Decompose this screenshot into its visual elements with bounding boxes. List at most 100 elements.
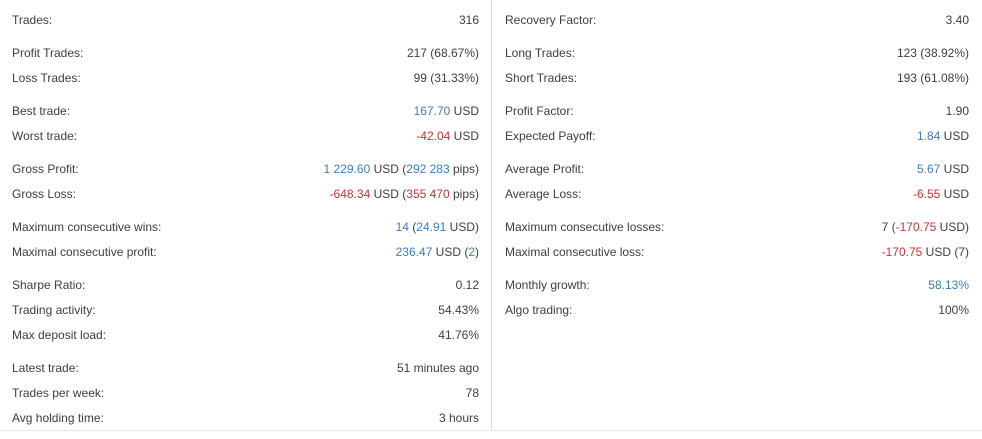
stat-value: 58.13% xyxy=(928,273,969,298)
stats-column-right: Recovery Factor: 3.40 Long Trades: 123 (38.… xyxy=(491,0,982,430)
stat-value-segment: 5.67 xyxy=(916,162,941,176)
stat-value-segment: USD) xyxy=(446,220,479,234)
stat-row: Sharpe Ratio: 0.12 xyxy=(12,273,479,298)
stat-value-segment: 0.12 xyxy=(455,278,479,292)
stat-label: Worst trade: xyxy=(12,129,78,143)
stat-group: Monthly growth: 58.13% Algo trading: 100% xyxy=(505,273,969,323)
stat-label: Maximal consecutive loss: xyxy=(505,245,645,259)
stat-label: Loss Trades: xyxy=(12,71,81,85)
stat-value-segment: USD xyxy=(940,162,969,176)
stat-value-segment: USD ( xyxy=(370,187,407,201)
stat-row: Maximal consecutive loss: -170.75 USD (7) xyxy=(505,240,969,265)
stat-value: 167.70 USD xyxy=(414,99,479,124)
stat-value: 1.84 USD xyxy=(917,124,969,149)
stat-row: Profit Factor: 1.90 xyxy=(505,99,969,124)
stat-value: 54.43% xyxy=(438,298,479,323)
stat-value: 316 xyxy=(459,8,479,33)
stat-row: Maximum consecutive losses: 7 (-170.75 US… xyxy=(505,215,969,240)
stat-group: Profit Factor: 1.90 Expected Payoff: 1.84 U… xyxy=(505,99,969,149)
stat-label: Maximum consecutive losses: xyxy=(505,220,665,234)
stat-value-segment: -648.34 xyxy=(329,187,371,201)
stat-value-segment: 41.76% xyxy=(438,328,479,342)
stat-value: -6.55 USD xyxy=(913,182,969,207)
stat-label: Avg holding time: xyxy=(12,411,104,425)
stat-value-segment: 51 minutes ago xyxy=(396,361,479,375)
stat-value: 3.40 xyxy=(946,8,969,33)
stat-value: 1 229.60 USD (292 283 pips) xyxy=(324,157,479,182)
stat-row: Maximal consecutive profit: 236.47 USD (2… xyxy=(12,240,479,265)
stat-value-segment: 123 (38.92%) xyxy=(896,46,969,60)
stat-row: Expected Payoff: 1.84 USD xyxy=(505,124,969,149)
stat-label: Max deposit load: xyxy=(12,328,107,342)
stat-label: Gross Loss: xyxy=(12,187,77,201)
stat-label: Average Loss: xyxy=(505,187,582,201)
stat-value: 14 (24.91 USD) xyxy=(396,215,479,240)
stat-value-segment: -170.75 xyxy=(895,220,937,234)
stat-value-segment: 193 (61.08%) xyxy=(896,71,969,85)
stat-label: Gross Profit: xyxy=(12,162,79,176)
stat-value: 236.47 USD (2) xyxy=(396,240,479,265)
stat-label: Profit Factor: xyxy=(505,104,574,118)
stat-value: 100% xyxy=(938,298,969,323)
stat-label: Maximal consecutive profit: xyxy=(12,245,157,259)
stat-value-segment: 54.43% xyxy=(438,303,479,317)
stat-value: 99 (31.33%) xyxy=(414,66,479,91)
stat-label: Best trade: xyxy=(12,104,71,118)
stat-label: Trading activity: xyxy=(12,303,96,317)
stat-group: Recovery Factor: 3.40 xyxy=(505,8,969,33)
stat-label: Maximum consecutive wins: xyxy=(12,220,162,234)
stat-value-segment: 3 hours xyxy=(438,411,479,425)
stat-value: -42.04 USD xyxy=(416,124,479,149)
stat-value-segment: pips) xyxy=(449,162,479,176)
stat-row: Worst trade: -42.04 USD xyxy=(12,124,479,149)
stat-group: Average Profit: 5.67 USD Average Loss: -6.5… xyxy=(505,157,969,207)
stat-row: Loss Trades: 99 (31.33%) xyxy=(12,66,479,91)
stat-row: Gross Profit: 1 229.60 USD (292 283 pips) xyxy=(12,157,479,182)
stat-value-segment: 1.84 xyxy=(916,129,941,143)
stat-value: 7 (-170.75 USD) xyxy=(882,215,969,240)
stat-label: Short Trades: xyxy=(505,71,578,85)
stat-row: Long Trades: 123 (38.92%) xyxy=(505,41,969,66)
stat-row: Maximum consecutive wins: 14 (24.91 USD) xyxy=(12,215,479,240)
stat-label: Expected Payoff: xyxy=(505,129,596,143)
stat-group: Maximum consecutive losses: 7 (-170.75 US… xyxy=(505,215,969,265)
stat-value: 1.90 xyxy=(946,99,969,124)
stat-value: 41.76% xyxy=(438,323,479,348)
stat-row: Trades per week: 78 xyxy=(12,381,479,406)
stat-row: Gross Loss: -648.34 USD (355 470 pips) xyxy=(12,182,479,207)
stat-value-segment: USD ( xyxy=(432,245,469,259)
stat-value-segment: 236.47 xyxy=(395,245,433,259)
stat-value-segment: -6.55 xyxy=(912,187,941,201)
stat-label: Trades: xyxy=(12,13,53,27)
stat-row: Best trade: 167.70 USD xyxy=(12,99,479,124)
stat-value-segment: USD) xyxy=(936,220,969,234)
stat-label: Sharpe Ratio: xyxy=(12,278,86,292)
stat-value-segment: USD (7) xyxy=(922,245,969,259)
stat-value-segment: USD xyxy=(450,129,479,143)
stat-value-segment: 217 (68.67%) xyxy=(406,46,479,60)
stat-row: Algo trading: 100% xyxy=(505,298,969,323)
stat-value: -170.75 USD (7) xyxy=(882,240,969,265)
stat-group: Profit Trades: 217 (68.67%) Loss Trades: 99… xyxy=(12,41,479,91)
stat-group: Best trade: 167.70 USD Worst trade: -42.04 … xyxy=(12,99,479,149)
stat-value-segment: USD xyxy=(450,104,479,118)
stat-value-segment: pips) xyxy=(449,187,479,201)
stat-row: Trades: 316 xyxy=(12,8,479,33)
stat-row: Avg holding time: 3 hours xyxy=(12,406,479,431)
stat-row: Trading activity: 54.43% xyxy=(12,298,479,323)
stat-value: 193 (61.08%) xyxy=(897,66,969,91)
stat-value-segment: 100% xyxy=(938,303,969,317)
stat-value-segment: -42.04 xyxy=(416,129,451,143)
stat-value-segment: ( xyxy=(408,220,417,234)
stat-value-segment: USD xyxy=(940,187,969,201)
stat-group: Gross Profit: 1 229.60 USD (292 283 pips)… xyxy=(12,157,479,207)
stat-value: 3 hours xyxy=(439,406,479,431)
stat-value: -648.34 USD (355 470 pips) xyxy=(330,182,479,207)
stat-group: Maximum consecutive wins: 14 (24.91 USD) M… xyxy=(12,215,479,265)
stat-label: Algo trading: xyxy=(505,303,573,317)
stat-value: 5.67 USD xyxy=(917,157,969,182)
stat-row: Monthly growth: 58.13% xyxy=(505,273,969,298)
stat-row: Average Profit: 5.67 USD xyxy=(505,157,969,182)
stat-value-segment: -170.75 xyxy=(881,245,923,259)
